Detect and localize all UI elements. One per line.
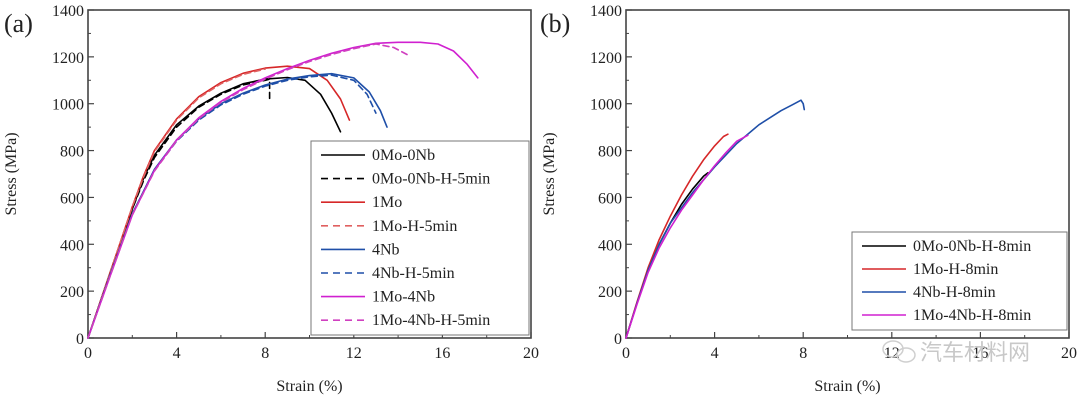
watermark: 汽车材料网: [882, 340, 1030, 366]
y-tick-label: 1000: [52, 97, 84, 114]
series-line-4nb-h-5min: [87, 74, 377, 339]
x-tick-label: 20: [1061, 345, 1077, 362]
x-tick-label: 12: [346, 345, 362, 362]
y-tick-label: 400: [60, 237, 84, 254]
panel-a: 0 4 8 12 16 200200400600800100012001400Strain…: [3, 3, 539, 395]
legend-label: 1Mo: [372, 194, 402, 211]
x-tick-label: 12: [884, 345, 900, 362]
legend-label: 0Mo-0Nb: [372, 147, 435, 164]
legend-label: 0Mo-0Nb-H-8min: [913, 238, 1031, 255]
x-tick-label: 0: [622, 345, 630, 362]
legend-label: 1Mo-4Nb-H-8min: [913, 307, 1031, 324]
legend-box: [851, 231, 1068, 331]
legend-label: 4Nb-H-8min: [913, 284, 996, 301]
x-tick-label: 0: [84, 345, 92, 362]
y-tick-label: 0: [76, 331, 84, 348]
legend-label: 1Mo-4Nb-H-5min: [372, 312, 490, 329]
y-tick-label: 200: [598, 284, 622, 301]
x-tick-label: 4: [173, 345, 181, 362]
x-tick-label: 16: [972, 345, 988, 362]
panel-b: 0 4 8 12 16 200200400600800100012001400Strain…: [540, 3, 1077, 395]
series-line-0mo-0nb-h-8min: [625, 172, 709, 339]
y-axis-title: Stress (MPa): [541, 132, 558, 215]
y-tick-label: 600: [598, 190, 622, 207]
y-tick-label: 800: [60, 144, 84, 161]
x-axis-title: Strain (%): [276, 378, 342, 395]
y-tick-label: 1400: [590, 3, 622, 20]
legend-label: 4Nb-H-5min: [372, 265, 455, 282]
series-line-4nb-h-8min: [625, 99, 806, 339]
legend: 0Mo-0Nb 0Mo-0Nb-H-5min 1Mo 1Mo-H-5min 4Nb 4Nb…: [310, 140, 530, 336]
y-tick-label: 800: [598, 144, 622, 161]
y-tick-label: 0: [614, 331, 622, 348]
legend: 0Mo-0Nb-H-8min 1Mo-H-8min 4Nb-H-8min 1Mo-4N…: [851, 231, 1068, 331]
legend-label: 1Mo-H-8min: [913, 261, 998, 278]
series-line-1mo-4nb-h-8min: [625, 134, 749, 339]
y-tick-label: 400: [598, 237, 622, 254]
legend-label: 1Mo-H-5min: [372, 218, 457, 235]
series-line-0mo-0nb: [87, 76, 342, 339]
y-tick-label: 1200: [590, 50, 622, 67]
panel-label: (b): [540, 9, 570, 38]
legend-label: 4Nb: [372, 241, 400, 258]
y-tick-label: 1000: [590, 97, 622, 114]
x-tick-label: 4: [711, 345, 719, 362]
series-line-1mo-4nb-h-5min: [87, 43, 408, 339]
y-axis-title: Stress (MPa): [3, 132, 20, 215]
x-tick-label: 8: [799, 345, 807, 362]
y-tick-label: 600: [60, 190, 84, 207]
panel-label: (a): [4, 9, 33, 38]
y-tick-label: 1200: [52, 50, 84, 67]
wechat-icon: [882, 340, 916, 363]
legend-box: [310, 140, 530, 336]
series-line-1mo-h-5min: [87, 68, 267, 339]
legend-label: 1Mo-4Nb: [372, 289, 435, 306]
x-tick-label: 8: [261, 345, 269, 362]
x-tick-label: 16: [434, 345, 450, 362]
y-tick-label: 200: [60, 284, 84, 301]
x-tick-label: 20: [523, 345, 539, 362]
watermark-text: 汽车材料网: [920, 341, 1030, 366]
series-line-1mo-h-8min: [625, 133, 729, 339]
x-axis-title: Strain (%): [814, 378, 880, 395]
legend-label: 0Mo-0Nb-H-5min: [372, 171, 490, 188]
y-tick-label: 1400: [52, 3, 84, 20]
